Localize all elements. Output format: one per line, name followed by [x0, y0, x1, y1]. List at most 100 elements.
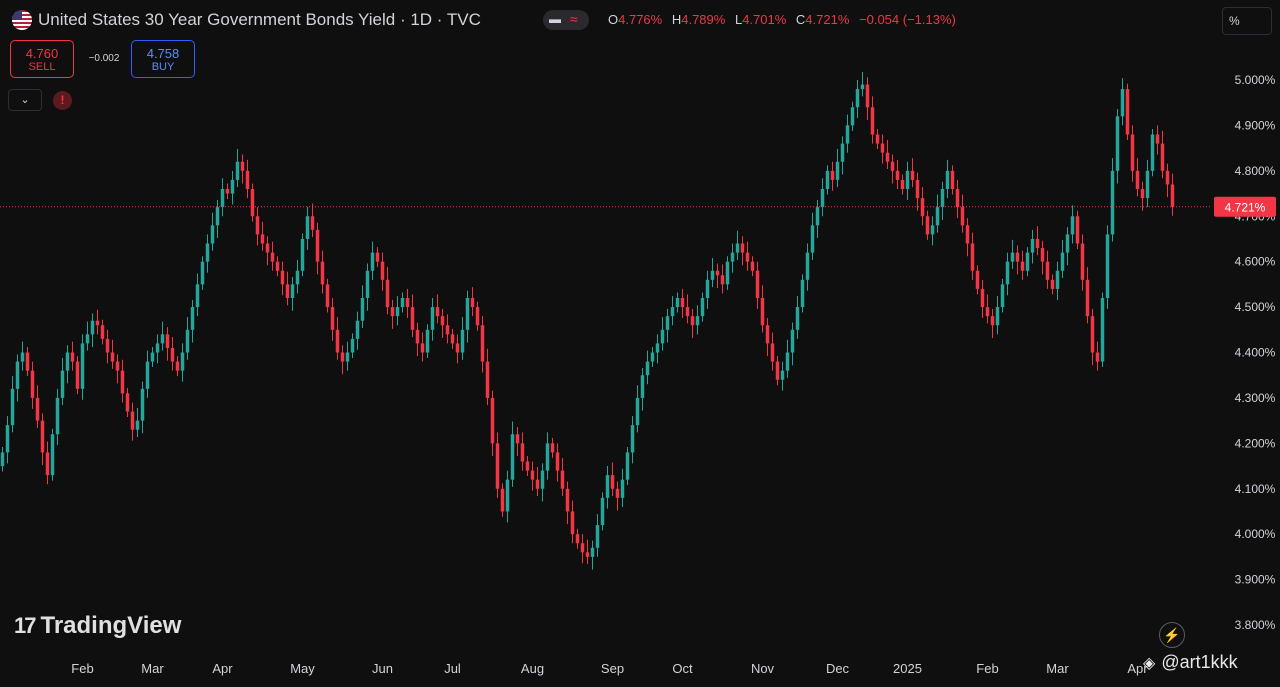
candle-body: [760, 298, 765, 326]
candle-body: [335, 329, 340, 353]
candle-body: [785, 352, 790, 371]
candle-body: [435, 307, 440, 317]
symbol-title[interactable]: United States 30 Year Government Bonds Y…: [38, 10, 481, 29]
x-tick-label: Aug: [521, 661, 544, 676]
candle-body: [260, 234, 265, 244]
candle-body: [325, 284, 330, 308]
candle-body: [1130, 134, 1135, 171]
candle-body: [925, 216, 930, 235]
candle-body: [145, 361, 150, 389]
candle-body: [650, 352, 655, 362]
candle-body: [375, 252, 380, 262]
candle-body: [945, 170, 950, 189]
candle-body: [10, 388, 15, 426]
collapse-button[interactable]: ⌄: [8, 89, 42, 111]
candle-body: [630, 425, 635, 453]
y-tick-label: 3.800%: [1235, 618, 1276, 632]
candle-body: [910, 170, 915, 180]
candle-body: [355, 320, 360, 339]
candle-body: [1135, 170, 1140, 189]
candle-body: [605, 475, 610, 498]
compare-toggle[interactable]: ▬ ≈: [543, 10, 589, 30]
candle-body: [810, 225, 815, 253]
candle-body: [310, 216, 315, 230]
candle-body: [700, 298, 705, 317]
candle-body: [1010, 252, 1015, 262]
x-tick-label: 2025: [893, 661, 922, 676]
percent-scale-button[interactable]: %: [1222, 7, 1272, 35]
candle-body: [740, 243, 745, 253]
candle-body: [805, 252, 810, 280]
candle-body: [165, 334, 170, 348]
candle-body: [275, 261, 280, 271]
candle-body: [510, 434, 515, 480]
candle-body: [1165, 170, 1170, 185]
candle-body: [40, 420, 45, 453]
candle-body: [135, 420, 140, 430]
candle-body: [250, 189, 255, 217]
candle-body: [90, 320, 95, 335]
candle-body: [460, 329, 465, 353]
candle-body: [300, 238, 305, 271]
candle-body: [1065, 234, 1070, 253]
candle-body: [595, 525, 600, 548]
wave-icon: ≈: [570, 11, 578, 27]
candle-body: [845, 125, 850, 144]
candle-body: [120, 370, 125, 394]
candle-body: [0, 452, 5, 467]
candle-body: [210, 225, 215, 244]
buy-button[interactable]: 4.758 BUY: [131, 40, 195, 78]
close-value: 4.721%: [805, 12, 850, 27]
candle-body: [20, 352, 25, 362]
candle-body: [1040, 248, 1045, 262]
candle-body: [995, 307, 1000, 326]
candle-body: [340, 352, 345, 362]
candle-body: [685, 307, 690, 317]
candle-body: [115, 361, 120, 371]
candle-body: [610, 475, 615, 489]
candle-body: [790, 329, 795, 353]
candle-body: [125, 393, 130, 412]
candle-body: [470, 298, 475, 308]
candle-body: [575, 534, 580, 544]
candle-body: [440, 316, 445, 326]
candle-body: [155, 343, 160, 353]
candle-body: [915, 179, 920, 199]
candle-body: [960, 207, 965, 226]
candle-body: [775, 361, 780, 380]
ohlc-readout: O4.776% H4.789% L4.701% C4.721% −0.054 (…: [608, 12, 962, 27]
tradingview-logo: 17 TradingView: [14, 612, 181, 640]
candle-body: [350, 338, 355, 353]
candle-body: [140, 388, 145, 421]
candle-body: [625, 452, 630, 480]
candle-body: [190, 307, 195, 330]
candle-body: [245, 170, 250, 189]
candle-body: [935, 207, 940, 226]
candle-body: [570, 511, 575, 535]
candle-body: [890, 161, 895, 171]
candle-body: [1030, 238, 1035, 253]
candle-body: [215, 207, 220, 226]
candle-body: [5, 425, 10, 453]
candle-body: [920, 198, 925, 217]
candle-body: [240, 161, 245, 171]
lightning-icon[interactable]: ⚡: [1159, 622, 1185, 648]
x-tick-label: Apr: [1127, 661, 1148, 676]
candle-body: [290, 284, 295, 298]
candle-body: [1105, 234, 1110, 298]
candle-body: [765, 325, 770, 344]
candle-body: [35, 397, 40, 421]
x-tick-label: Feb: [976, 661, 998, 676]
candle-body: [800, 279, 805, 308]
candle-body: [830, 170, 835, 180]
low-value: 4.701%: [742, 12, 787, 27]
alert-icon[interactable]: !: [53, 91, 72, 110]
candle-body: [280, 270, 285, 285]
candle-body: [635, 397, 640, 426]
candle-body: [730, 252, 735, 262]
candle-body: [420, 343, 425, 353]
sell-button[interactable]: 4.760 SELL: [10, 40, 74, 78]
watermark-text: @art1kkk: [1161, 652, 1238, 672]
candle-body: [195, 284, 200, 308]
